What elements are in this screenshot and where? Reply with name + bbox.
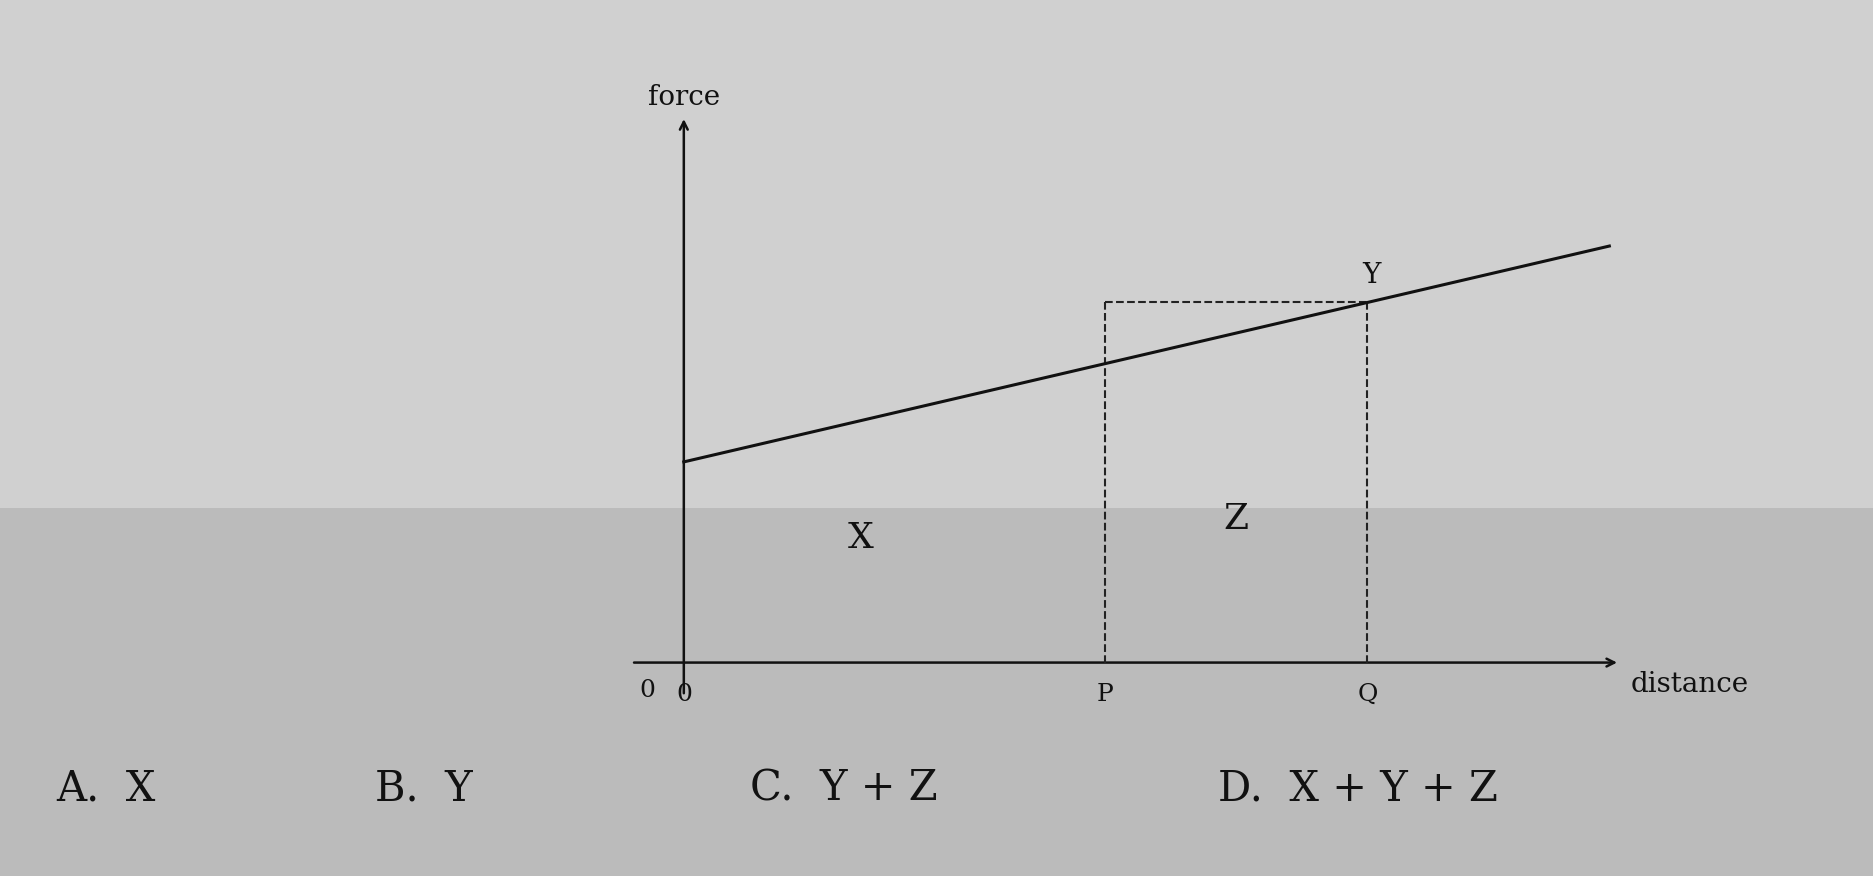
Text: 0: 0	[639, 679, 654, 703]
Text: 0: 0	[676, 682, 691, 706]
Text: D.  X + Y + Z: D. X + Y + Z	[1217, 767, 1497, 809]
Text: A.  X: A. X	[56, 767, 155, 809]
Text: Q: Q	[1356, 682, 1377, 706]
Text: X: X	[847, 520, 873, 555]
Text: B.  Y: B. Y	[375, 767, 472, 809]
Text: C.  Y + Z: C. Y + Z	[749, 767, 936, 809]
Text: force: force	[648, 84, 719, 110]
Text: distance: distance	[1630, 672, 1748, 698]
Text: P: P	[1096, 682, 1113, 706]
Text: Y: Y	[1362, 262, 1380, 289]
Text: Z: Z	[1223, 502, 1247, 535]
